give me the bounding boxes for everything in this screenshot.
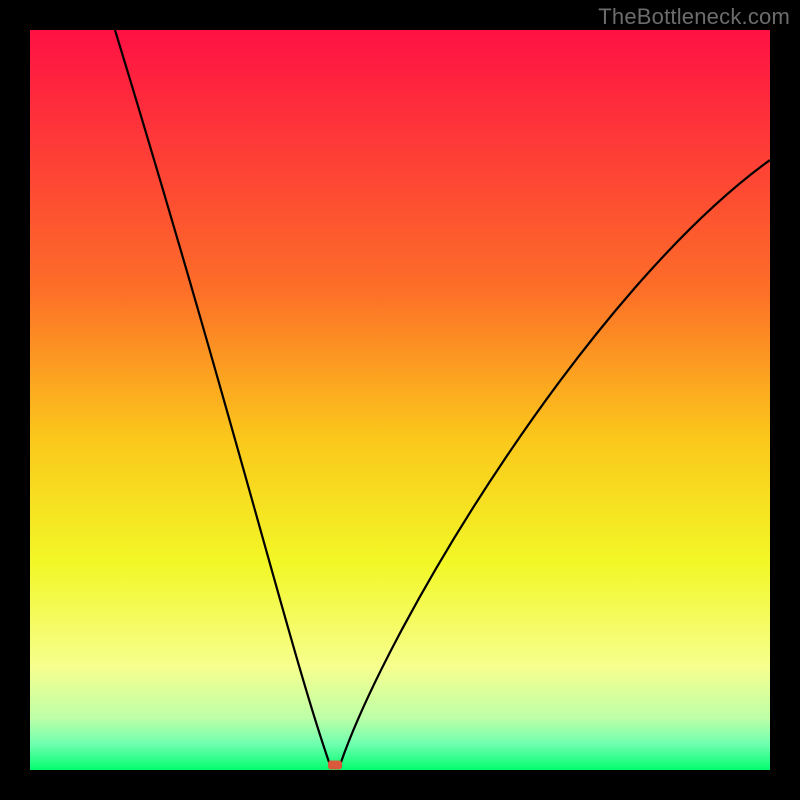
min-marker bbox=[328, 761, 342, 770]
curve-right bbox=[340, 160, 770, 765]
curve-layer bbox=[30, 30, 770, 770]
curve-left bbox=[115, 30, 330, 765]
chart-frame: TheBottleneck.com bbox=[0, 0, 800, 800]
watermark-text: TheBottleneck.com bbox=[598, 4, 790, 30]
plot-area bbox=[30, 30, 770, 770]
